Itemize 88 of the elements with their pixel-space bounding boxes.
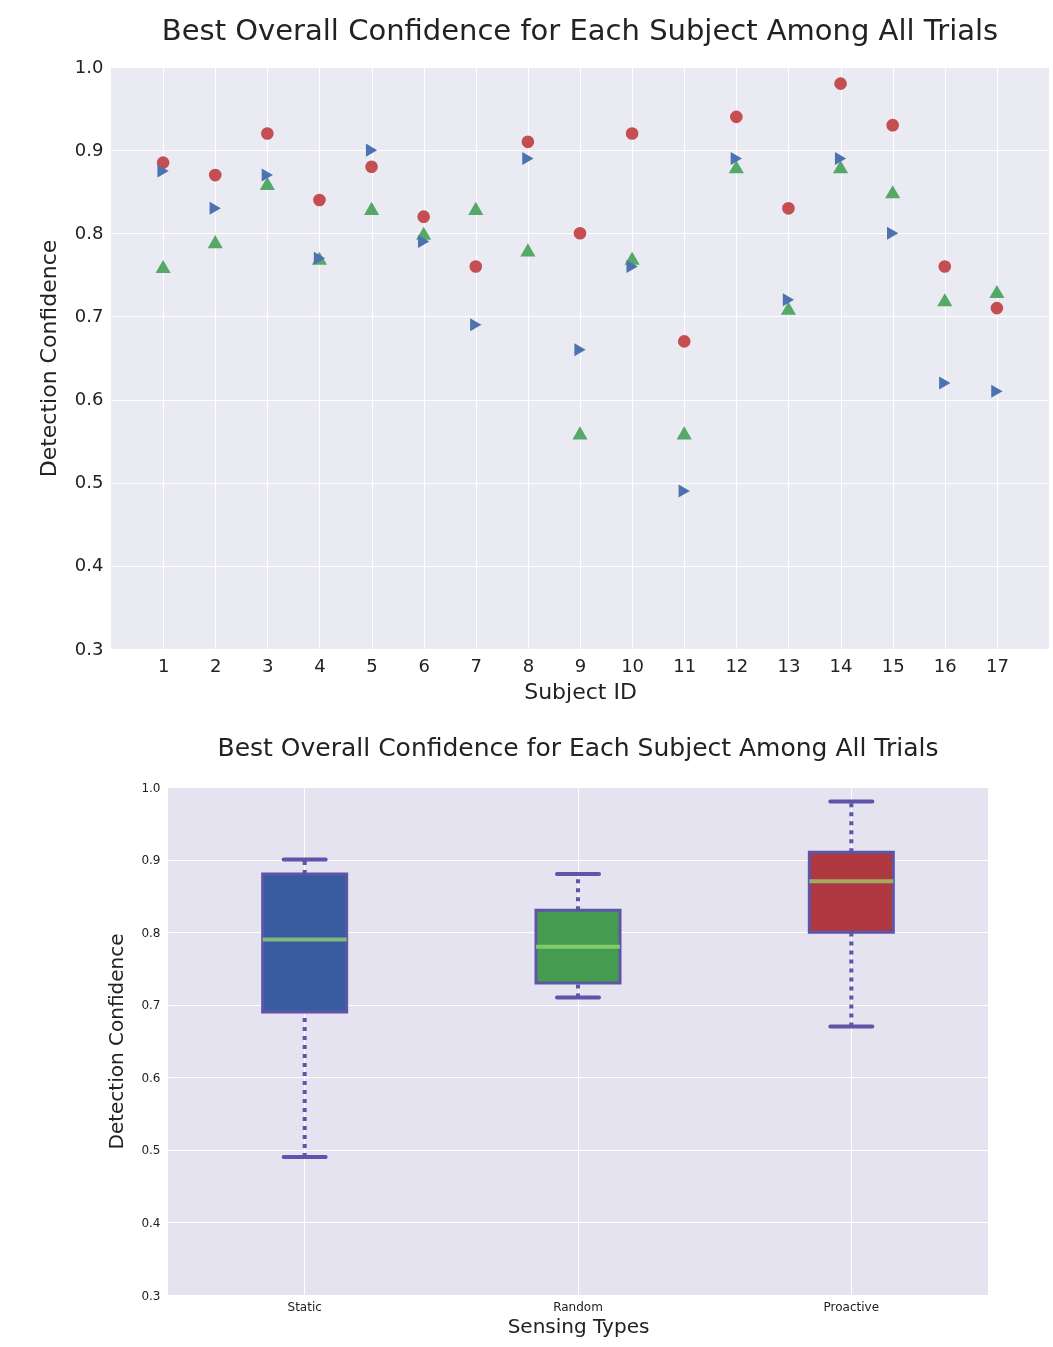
x-tick-label: 11 [673,654,697,676]
x-tick-label: 10 [621,654,645,676]
point [417,210,430,223]
point [676,426,692,440]
y-tick-label: 0.6 [141,1070,161,1085]
point [155,259,171,274]
y-tick-label: 0.7 [141,998,161,1013]
point [365,143,378,157]
y-tick-label: 0.7 [74,304,104,326]
point [468,201,484,215]
x-axis-title: Subject ID [524,678,637,704]
y-tick-label: 0.9 [141,853,161,868]
point [832,160,849,174]
x-tick-label: 3 [262,654,274,676]
y-tick-label: 1.0 [74,55,104,77]
chart-title: Best Overall Confidence for Each Subject Among All Trials [161,13,999,47]
point [573,226,587,240]
y-axis-title: Detection Confidence [104,933,129,1150]
point [157,164,169,178]
x-tick-label: 7 [470,654,482,676]
point [834,77,847,90]
x-tick-label: Proactive [823,1299,880,1314]
x-tick-label: 13 [777,654,801,676]
x-tick-label: 17 [985,654,1009,676]
point [885,185,901,199]
point [991,384,1003,398]
point [834,151,847,165]
point [728,160,744,174]
x-tick-label: 6 [418,654,430,676]
x-tick-label: 9 [574,654,587,676]
x-tick-label: Random [553,1299,603,1314]
point [937,293,953,307]
point [939,376,951,390]
y-tick-label: 1.0 [141,780,161,795]
y-tick-label: 0.4 [141,1215,161,1230]
point [572,426,588,440]
y-tick-label: 0.9 [74,138,104,160]
point [522,151,534,165]
point [261,127,274,140]
y-tick-label: 0.8 [74,221,104,243]
point [470,318,482,332]
x-tick-label: 4 [314,654,326,676]
y-tick-label: 0.6 [74,388,104,410]
point [521,135,535,149]
point [418,235,430,249]
x-tick-label: 14 [829,654,853,676]
x-tick-label: 8 [522,654,535,676]
point [678,484,690,498]
point [259,176,275,190]
x-tick-label: 12 [725,654,749,676]
point [520,243,536,257]
y-tick-label: 0.5 [141,1143,161,1158]
point [625,127,639,140]
point [207,235,223,249]
point [363,201,380,215]
point [469,260,483,273]
x-tick-label: 1 [157,654,170,676]
point [887,226,899,240]
point [782,293,795,307]
x-tick-label: Static [287,1299,322,1314]
point [782,202,795,215]
y-tick-label: 0.5 [74,471,104,493]
y-tick-label: 0.3 [74,637,104,659]
point [780,301,797,315]
x-axis-title: Sensing Types [507,1313,650,1338]
point [574,343,586,357]
point [677,335,691,348]
point [989,284,1005,299]
y-tick-label: 0.4 [74,554,104,576]
x-tick-label: 16 [933,654,957,676]
x-tick-label: 2 [210,654,222,676]
point [938,260,952,273]
point [208,168,222,182]
chart-title: Best Overall Confidence for Each Subject Among All Trials [217,733,939,762]
point [990,301,1004,315]
point [730,151,742,165]
point [209,201,221,215]
point [365,160,378,174]
x-tick-label: 5 [366,654,378,676]
point [313,193,326,207]
x-tick-label: 15 [881,654,905,676]
point [730,110,743,124]
y-axis-title: Detection Confidence [35,239,61,478]
point [886,118,899,132]
point [626,260,638,274]
y-tick-label: 0.8 [141,925,161,940]
y-tick-label: 0.3 [141,1288,161,1303]
point [261,168,273,182]
